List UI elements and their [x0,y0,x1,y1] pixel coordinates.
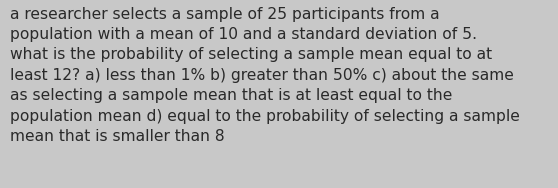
Text: a researcher selects a sample of 25 participants from a
population with a mean o: a researcher selects a sample of 25 part… [10,7,520,144]
